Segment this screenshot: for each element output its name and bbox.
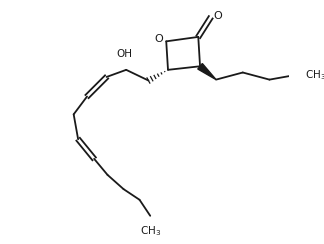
Text: O: O [214,10,222,20]
Text: OH: OH [116,49,133,59]
Text: CH$_3$: CH$_3$ [140,225,161,238]
Text: O: O [155,34,164,44]
Polygon shape [198,63,216,80]
Text: CH$_3$: CH$_3$ [305,68,324,82]
